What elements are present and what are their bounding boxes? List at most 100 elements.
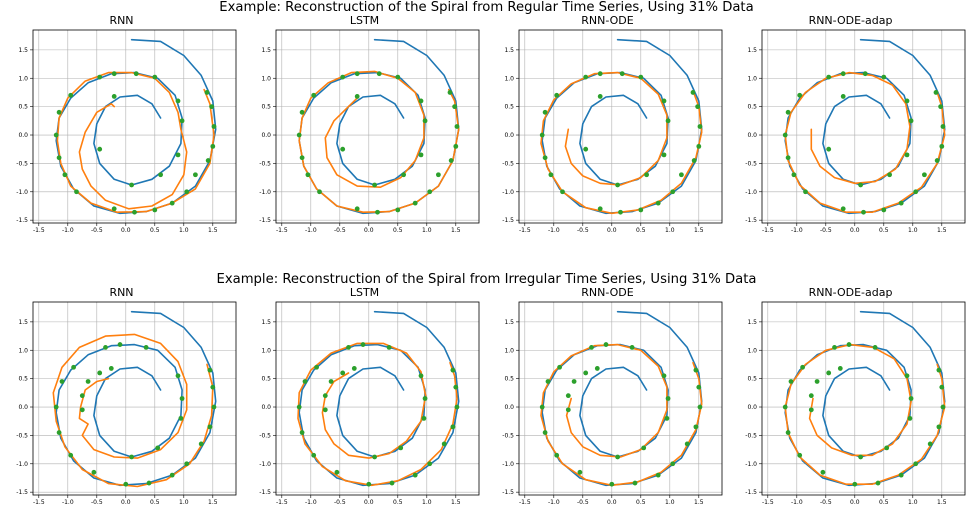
observed-point [638,207,644,213]
observed-point [211,124,217,129]
plot-irregular-rnn-ode-adap: -1.5 -1.0 -0.5 0.0 0.5 1.0 1.5 -1.5 -1.0 -0.5 0.0 0… [745,301,966,506]
y-tick-label: -1.5 [259,489,271,496]
y-tick-label: 0.0 [18,404,28,411]
observed-point [554,92,560,98]
observed-point [826,146,832,152]
y-tick-label: -1.0 [16,461,28,468]
observed-point [560,189,565,195]
y-tick-label: 0.5 [504,376,514,383]
observed-point [422,118,428,124]
observed-point [418,373,424,379]
y-tick-label: -1.0 [502,461,514,468]
x-tick-label: -0.5 [577,227,589,234]
observed-point [940,124,946,129]
panel-irregular-rnn: RNN -1.5 -1.0 -0.5 0.0 0.5 1.0 1.5 -1.5 -1.0 -0.5… [0,286,243,506]
observed-point [665,396,671,401]
observed-point [615,454,620,460]
observed-point [152,207,158,213]
y-tick-label: 1.0 [504,347,514,354]
axes-frame [275,29,480,224]
x-tick-label: 0.0 [850,227,860,234]
x-tick-label: -0.5 [820,499,832,506]
y-tick-label: -1.5 [259,217,271,224]
observed-point [858,454,863,460]
y-tick-label: -1.5 [502,489,514,496]
x-tick-label: 0.0 [607,227,617,234]
observed-point [422,396,428,401]
observed-point [898,200,904,206]
reconstruction-line [297,342,458,487]
observed-point [641,445,647,451]
panel-title: LSTM [349,14,380,27]
observed-point [133,71,139,77]
plot-regular-rnn-ode: -1.5 -1.0 -0.5 0.0 0.5 1.0 1.5 -1.5 -1.0 -0.5 0.0 0… [502,29,723,234]
x-tick-label: -1.0 [62,227,74,234]
observed-point [376,71,382,77]
panel-regular-lstm: LSTM -1.5 -1.0 -0.5 0.0 0.5 1.0 1.5 -1.5 -1.0 -0.… [243,14,486,234]
observed-point [808,393,814,399]
x-tick-label: 1.0 [179,227,189,234]
row-title-irregular: Example: Reconstruction of the Spiral fr… [216,272,757,287]
observed-point [334,469,340,475]
observed-point [117,342,123,347]
observed-point [386,345,392,350]
panel-irregular-rnn-ode-adap: RNN-ODE-adap -1.5 -1.0 -0.5 0.0 0.5 1.0 1.5 -1.… [729,286,972,506]
observed-point [927,441,933,447]
observed-point [71,364,76,370]
y-tick-label: 1.0 [18,75,28,82]
observed-point [603,342,609,347]
y-tick-label: -1.5 [16,489,28,496]
y-tick-label: 0.5 [747,376,757,383]
observed-point [904,373,910,379]
y-tick-label: 1.5 [504,47,514,54]
observed-point [661,152,667,158]
x-tick-label: 1.5 [451,499,461,506]
observed-point [340,146,346,152]
observed-point [542,430,548,435]
observed-point [184,189,190,195]
observed-point [56,109,62,115]
observed-point [881,207,887,213]
observed-point [908,118,914,124]
observed-point [913,189,919,195]
observed-point [661,373,667,379]
observed-point [175,98,181,104]
observed-point [366,481,372,487]
observed-point [583,146,589,152]
observed-point [314,364,319,370]
x-tick-label: 1.0 [422,227,432,234]
observed-point [62,172,68,178]
observed-point [922,172,927,178]
y-tick-label: -0.5 [259,160,271,167]
observed-point [539,404,545,410]
reconstruction-line [298,70,460,213]
observed-point [111,94,117,99]
observed-point [184,461,190,467]
observed-point [840,206,846,212]
y-tick-label: 0.0 [261,132,271,139]
x-tick-label: -1.5 [762,227,774,234]
y-tick-label: -1.0 [259,189,271,196]
plot-irregular-rnn: -1.5 -1.0 -0.5 0.0 0.5 1.0 1.5 -1.5 -1.0 -0.5 0.0 0… [16,301,237,506]
x-tick-label: -0.5 [334,499,346,506]
x-tick-label: -0.5 [820,227,832,234]
observed-point [322,407,328,413]
observed-point [696,384,702,390]
observed-point [97,74,103,80]
x-tick-label: 0.5 [393,499,403,506]
x-tick-label: 0.0 [121,499,131,506]
observed-point [210,384,216,390]
observed-point [852,481,858,487]
y-tick-label: 1.5 [18,319,28,326]
observed-point [398,445,404,451]
y-tick-label: 1.0 [504,75,514,82]
reconstruction-line [56,71,215,213]
y-tick-label: 1.0 [261,347,271,354]
observed-point [412,200,418,206]
observed-point [936,367,942,373]
observed-point [782,132,788,138]
reconstruction-line [52,333,214,488]
observed-point [103,345,108,350]
x-tick-label: -1.0 [548,499,560,506]
x-tick-label: -1.0 [305,227,317,234]
